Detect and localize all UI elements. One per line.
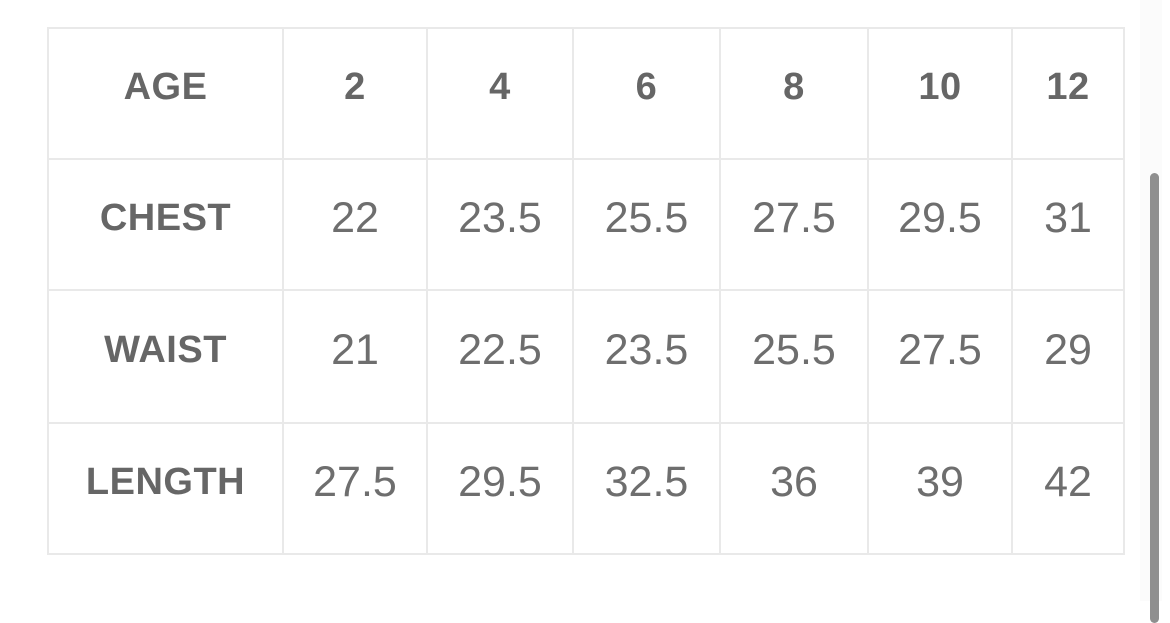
waist-value-age-2: 21	[284, 291, 426, 422]
row-label-waist: WAIST	[49, 291, 282, 422]
chest-value-age-8: 27.5	[721, 160, 867, 289]
chest-value-age-10: 29.5	[869, 160, 1011, 289]
waist-value-age-8: 25.5	[721, 291, 867, 422]
waist-value-age-12: 29	[1013, 291, 1123, 422]
length-value-age-10: 39	[869, 424, 1011, 553]
waist-value-age-4: 22.5	[428, 291, 572, 422]
row-label-length: LENGTH	[49, 424, 282, 553]
chest-value-age-6: 25.5	[574, 160, 719, 289]
header-cell-age-4: 4	[428, 29, 572, 158]
length-value-age-8: 36	[721, 424, 867, 553]
length-value-age-12: 42	[1013, 424, 1123, 553]
header-cell-age-8: 8	[721, 29, 867, 158]
header-cell-age: AGE	[49, 29, 282, 158]
waist-value-age-6: 23.5	[574, 291, 719, 422]
header-cell-age-6: 6	[574, 29, 719, 158]
chest-value-age-2: 22	[284, 160, 426, 289]
row-label-chest: CHEST	[49, 160, 282, 289]
header-cell-age-12: 12	[1013, 29, 1123, 158]
scrollbar-gutter-edge	[1162, 0, 1170, 601]
scrollbar-thumb[interactable]	[1150, 173, 1159, 623]
chest-value-age-12: 31	[1013, 160, 1123, 289]
length-value-age-6: 32.5	[574, 424, 719, 553]
size-chart-table: AGE 2 4 6 8 10 12 CHEST 22 23.5 25.5 27.…	[47, 27, 1125, 555]
length-value-age-2: 27.5	[284, 424, 426, 553]
header-cell-age-10: 10	[869, 29, 1011, 158]
length-value-age-4: 29.5	[428, 424, 572, 553]
header-cell-age-2: 2	[284, 29, 426, 158]
waist-value-age-10: 27.5	[869, 291, 1011, 422]
chest-value-age-4: 23.5	[428, 160, 572, 289]
